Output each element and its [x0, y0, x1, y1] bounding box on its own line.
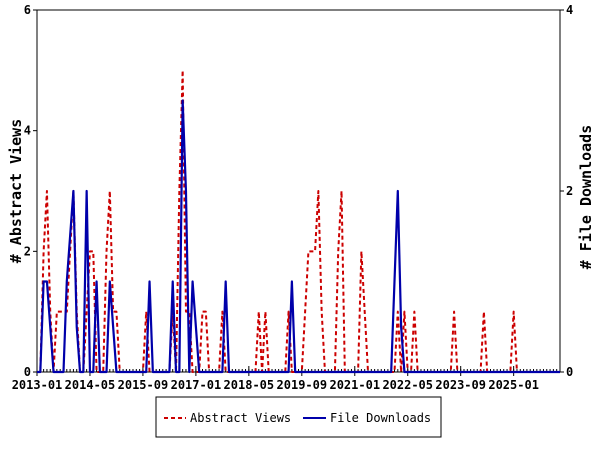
x-tick-label: 2022-05 [382, 378, 433, 392]
series-line-file-downloads [37, 99, 560, 374]
x-tick-label: 2019-09 [277, 378, 328, 392]
x-tick-label: 2023-09 [435, 378, 486, 392]
x-tick-label: 2014-05 [65, 378, 116, 392]
legend: Abstract Views File Downloads [155, 396, 442, 438]
x-tick-label: 2025-01 [488, 378, 539, 392]
right-y-tick-label: 4 [566, 3, 573, 17]
plot-area [36, 9, 561, 373]
left-y-axis-title: # Abstract Views [7, 119, 25, 264]
right-y-tick-label: 0 [566, 365, 573, 379]
x-tick-label: 2017-01 [171, 378, 222, 392]
legend-label-file-downloads: File Downloads [330, 411, 431, 425]
legend-label-abstract-views: Abstract Views [190, 411, 291, 425]
right-y-ticks: 0 2 4 [560, 3, 573, 379]
left-y-tick-label: 2 [24, 244, 31, 258]
left-y-tick-label: 6 [24, 3, 31, 17]
series-layer [37, 69, 560, 374]
x-tick-label: 2013-01 [12, 378, 63, 392]
right-y-tick-label: 2 [566, 184, 573, 198]
legend-box [155, 396, 442, 438]
x-tick-label: 2015-09 [118, 378, 169, 392]
x-tick-label: 2018-05 [224, 378, 275, 392]
left-y-ticks: 0 2 4 6 [24, 3, 37, 379]
left-y-tick-label: 0 [24, 365, 31, 379]
left-y-tick-label: 4 [24, 124, 31, 138]
right-y-axis-title: # File Downloads [577, 125, 595, 270]
x-tick-label: 2021-01 [329, 378, 380, 392]
